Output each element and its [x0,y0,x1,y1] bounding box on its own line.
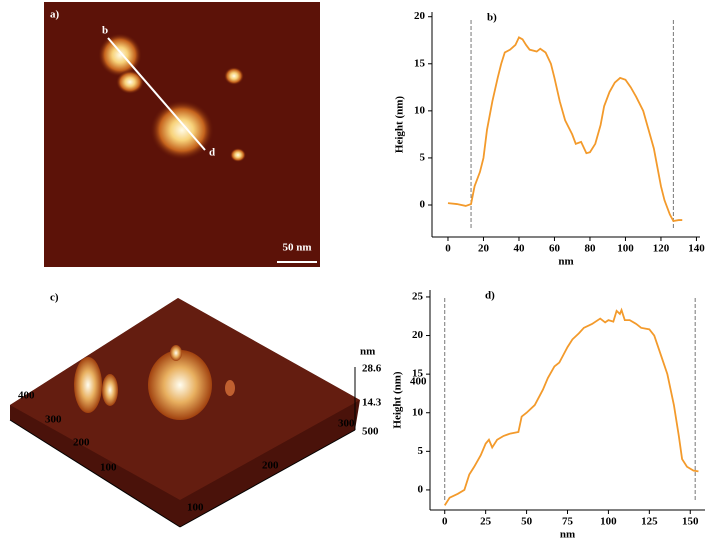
scale-bar-label: 50 nm [282,242,311,254]
y-tick-label: 20 [412,329,424,341]
panel-label: c) [50,292,59,304]
axis-tick-label: 100 [187,502,204,514]
z-tick-label: 500 [362,426,379,438]
line-label: b [102,25,108,37]
y-tick-label: 10 [414,104,426,116]
x-tick-label: 125 [641,516,658,528]
chart-title: d) [485,290,495,302]
panel-label: a) [50,9,60,21]
x-tick-label: 100 [617,243,634,255]
y-tick-label: 25 [412,290,424,302]
x-tick-label: 20 [478,243,490,255]
x-tick-label: 0 [445,243,451,255]
line-label: d [209,147,215,159]
afm-3d: c) 400 300 200 100 100 200 300 400 nm 28… [9,292,427,528]
x-tick-label: 150 [682,516,699,528]
z-tick-label: 28.6 [362,363,382,375]
y-tick-label: 0 [418,483,424,495]
chart-title: b) [487,12,497,24]
x-tick-label: 140 [688,243,705,255]
y-tick-label: 10 [412,406,424,418]
data-line [447,36,683,222]
axis-tick-label: 400 [18,390,35,402]
x-tick-label: 75 [562,516,574,528]
x-tick-label: 40 [513,243,525,255]
y-tick-label: 15 [412,368,424,380]
x-tick-label: 0 [442,516,448,528]
axis-tick-label: 100 [100,462,117,474]
x-tick-label: 50 [521,516,533,528]
y-tick-label: 5 [418,445,424,457]
x-tick-label: 60 [549,243,561,255]
afm-image: a) b d 50 nm [44,2,320,267]
z-unit: nm [360,346,375,358]
y-tick-label: 0 [420,199,426,211]
x-axis-label: nm [558,256,573,268]
y-tick-label: 5 [420,151,426,163]
z-tick-label: 14.3 [362,397,382,409]
axis-tick-label: 300 [338,418,355,430]
x-tick-label: 25 [480,516,492,528]
y-tick-label: 20 [414,10,426,22]
x-tick-label: 120 [653,243,670,255]
y-axis-label: Height (nm) [394,96,406,153]
axis-tick-label: 400 [410,376,427,388]
axis-tick-label: 200 [262,460,279,472]
y-axis-label: Height (nm) [392,371,404,428]
axis-tick-label: 300 [45,414,62,426]
x-tick-label: 80 [584,243,596,255]
axis-tick-label: 200 [73,437,90,449]
y-tick-label: 15 [414,57,426,69]
data-line [443,307,699,506]
x-axis-label: nm [560,529,575,541]
x-tick-label: 100 [600,516,617,528]
